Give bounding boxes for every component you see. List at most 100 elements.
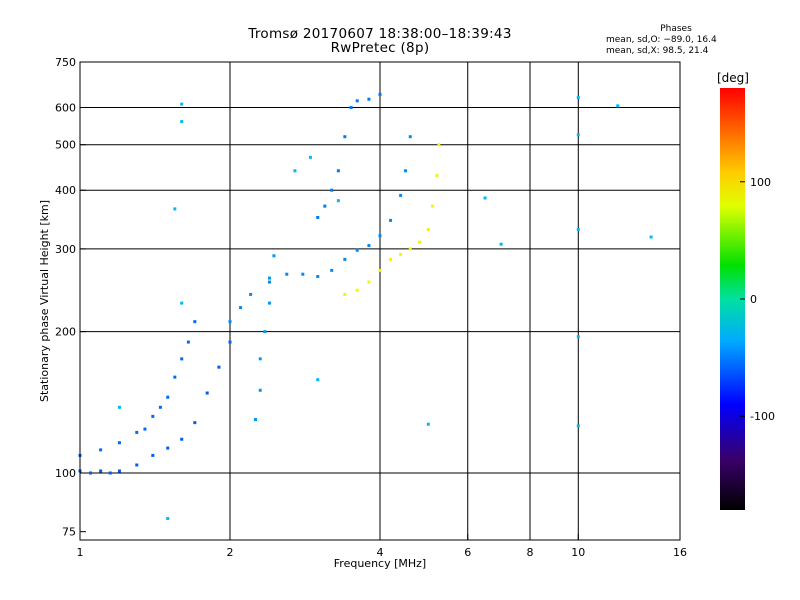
echo-point (378, 234, 382, 238)
echo-point (180, 120, 184, 124)
echo-point (99, 469, 103, 473)
x-tick-label: 16 (673, 546, 687, 559)
echo-point (151, 453, 155, 457)
colorbar-tick-label: -100 (750, 410, 775, 423)
echo-point (316, 378, 320, 382)
echo-point (378, 92, 382, 96)
echo-point (173, 207, 177, 211)
echo-point (576, 227, 580, 231)
echo-point (151, 414, 155, 418)
echo-point (330, 268, 334, 272)
echo-point (336, 169, 340, 173)
echo-point (343, 257, 347, 261)
echo-point (89, 471, 93, 475)
echo-point (576, 335, 580, 339)
echo-point (166, 446, 170, 450)
x-tick-label: 6 (464, 546, 471, 559)
echo-point (426, 227, 430, 231)
echo-point (408, 247, 412, 251)
echo-point (408, 135, 412, 139)
y-tick-label: 75 (62, 526, 76, 539)
echo-point (343, 292, 347, 296)
echo-point (267, 276, 271, 280)
echo-point (330, 188, 334, 192)
y-tick-label: 300 (55, 243, 76, 256)
echo-point (228, 340, 232, 344)
y-tick-label: 750 (55, 56, 76, 69)
echo-point (228, 320, 232, 324)
echo-point (285, 272, 289, 276)
chart-subtitle: RwPretec (8p) (330, 40, 430, 56)
echo-point (258, 357, 262, 361)
x-tick-label: 4 (377, 546, 384, 559)
echo-point (193, 320, 197, 324)
colorbar-tick-label: 0 (750, 293, 757, 306)
echo-point (180, 357, 184, 361)
echo-point (108, 471, 112, 475)
echo-point (417, 240, 421, 244)
echo-point (316, 275, 320, 279)
echo-point (180, 102, 184, 106)
echo-point (186, 340, 190, 344)
echo-point (249, 292, 253, 296)
echo-point (308, 155, 312, 159)
stats-heading: Phases (660, 24, 692, 34)
y-tick-label: 600 (55, 102, 76, 115)
echo-point (399, 193, 403, 197)
echo-point (135, 463, 139, 467)
x-tick-label: 10 (571, 546, 585, 559)
echo-point (301, 272, 305, 276)
echo-point (367, 97, 371, 101)
echo-point (483, 196, 487, 200)
echo-point (267, 301, 271, 305)
echo-point (135, 430, 139, 434)
echo-point (378, 268, 382, 272)
stats-x-line: mean, sd,X: 98.5, 21.4 (606, 46, 709, 56)
echo-point (616, 104, 620, 108)
echo-point (499, 242, 503, 246)
echo-point (205, 391, 209, 395)
echo-point (272, 254, 276, 258)
echo-point (355, 288, 359, 292)
y-tick-label: 500 (55, 139, 76, 152)
echo-point (349, 106, 353, 110)
echo-point (158, 405, 162, 409)
colorbar-tick-label: 100 (750, 176, 771, 189)
chart-title: Tromsø 20170607 18:38:00–18:39:43 (248, 26, 512, 42)
echo-point (389, 257, 393, 261)
echo-point (180, 301, 184, 305)
x-axis-label: Frequency [MHz] (334, 557, 426, 570)
echo-point (117, 441, 121, 445)
echo-point (343, 135, 347, 139)
echo-point (431, 204, 435, 208)
echo-point (399, 252, 403, 256)
y-axis-label: Stationary phase Virtual Height [km] (38, 200, 51, 402)
echo-point (389, 218, 393, 222)
echo-point (166, 517, 170, 521)
y-tick-label: 100 (55, 467, 76, 480)
echo-point (267, 280, 271, 284)
echo-point (258, 388, 262, 392)
echo-point (336, 199, 340, 203)
echo-point (367, 280, 371, 284)
echo-point (355, 99, 359, 103)
echo-point (217, 365, 221, 369)
echo-point (117, 405, 121, 409)
echo-point (437, 143, 441, 147)
x-tick-label: 2 (227, 546, 234, 559)
echo-point (576, 133, 580, 137)
echo-point (426, 422, 430, 426)
echo-point (435, 173, 439, 177)
x-tick-label: 8 (527, 546, 534, 559)
y-tick-label: 400 (55, 184, 76, 197)
echo-point (193, 421, 197, 425)
echo-point (355, 248, 359, 252)
echo-point (649, 235, 653, 239)
echo-point (166, 395, 170, 399)
colorbar-label: [deg] (717, 71, 749, 85)
echo-point (263, 330, 267, 334)
stats-o-line: mean, sd,O: −89.0, 16.4 (606, 35, 717, 45)
echo-point (173, 375, 177, 379)
